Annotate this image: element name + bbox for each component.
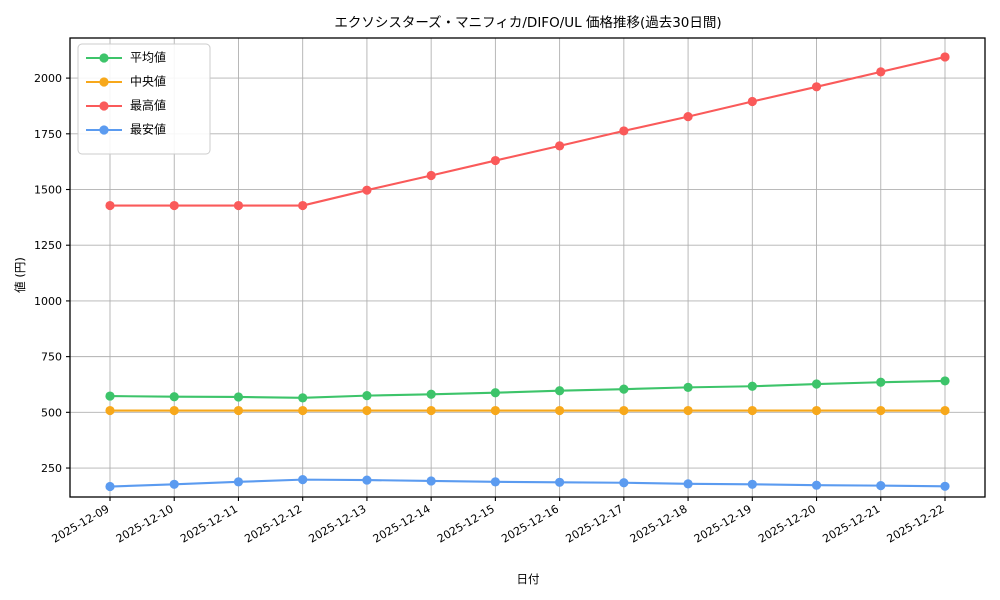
data-point[interactable]	[298, 475, 308, 485]
data-point[interactable]	[362, 405, 372, 416]
plot-frame	[69, 37, 986, 498]
data-point[interactable]	[169, 479, 179, 489]
series-4	[105, 475, 950, 492]
data-point[interactable]	[940, 376, 950, 386]
data-point[interactable]	[555, 405, 565, 416]
series-line	[108, 379, 947, 399]
data-point[interactable]	[811, 405, 822, 416]
data-point[interactable]	[426, 405, 436, 416]
data-point[interactable]	[940, 481, 950, 491]
series-line	[108, 55, 947, 207]
data-point[interactable]	[555, 141, 565, 151]
y-tick-label: 1500	[34, 184, 62, 197]
data-point[interactable]	[298, 393, 308, 403]
y-tick-label: 1750	[34, 128, 62, 141]
legend-marker-2	[99, 77, 109, 87]
data-point[interactable]	[811, 82, 822, 92]
data-point[interactable]	[876, 67, 886, 77]
legend-label-1[interactable]: 平均値	[130, 50, 166, 65]
legend-label-2[interactable]: 中央値	[130, 74, 166, 89]
legend-marker-1	[99, 53, 109, 63]
data-point[interactable]	[747, 405, 757, 416]
data-point[interactable]	[747, 479, 757, 489]
series-2	[105, 405, 950, 416]
data-point[interactable]	[426, 170, 436, 181]
data-point[interactable]	[876, 405, 886, 416]
data-point[interactable]	[683, 479, 693, 489]
data-point[interactable]	[362, 475, 372, 485]
x-axis-label: 日付	[517, 572, 540, 586]
series-line	[108, 478, 947, 488]
data-point[interactable]	[490, 477, 500, 487]
data-point[interactable]	[555, 386, 565, 396]
data-series-layer	[105, 52, 950, 492]
y-tick-label: 1000	[34, 295, 62, 308]
legend-label-3[interactable]: 最高値	[130, 98, 166, 113]
data-point[interactable]	[233, 405, 244, 416]
data-point[interactable]	[490, 155, 500, 166]
chart-title: エクソシスターズ・マニフィカ/DIFO/UL 価格推移(過去30日間)	[334, 15, 721, 31]
legend-marker-4	[99, 125, 109, 135]
data-point[interactable]	[233, 200, 244, 211]
data-point[interactable]	[362, 185, 372, 195]
data-point[interactable]	[426, 476, 436, 486]
data-point[interactable]	[683, 405, 693, 416]
data-point[interactable]	[169, 405, 179, 416]
series-1	[105, 376, 950, 403]
data-point[interactable]	[490, 405, 500, 416]
series-3	[105, 52, 950, 211]
y-axis-label: 値 (円)	[13, 257, 27, 293]
data-point[interactable]	[298, 200, 308, 211]
legend-box	[77, 43, 211, 155]
data-point[interactable]	[233, 392, 244, 402]
data-point[interactable]	[940, 52, 950, 62]
data-point[interactable]	[683, 112, 693, 122]
y-tick-label: 250	[41, 462, 62, 475]
data-point[interactable]	[298, 405, 308, 416]
data-point[interactable]	[233, 477, 244, 487]
data-point[interactable]	[426, 389, 436, 399]
data-point[interactable]	[811, 379, 822, 389]
data-point[interactable]	[362, 391, 372, 401]
data-point[interactable]	[619, 384, 629, 394]
data-point[interactable]	[105, 405, 115, 416]
y-tick-label: 750	[41, 351, 62, 364]
data-point[interactable]	[105, 481, 115, 492]
y-tick-label: 2000	[34, 72, 62, 85]
data-point[interactable]	[490, 388, 500, 398]
data-point[interactable]	[555, 477, 565, 487]
legend-label-4[interactable]: 最安値	[130, 122, 166, 137]
data-point[interactable]	[619, 126, 629, 136]
data-point[interactable]	[619, 405, 629, 416]
data-point[interactable]	[169, 200, 179, 211]
data-point[interactable]	[747, 381, 757, 391]
y-tick-label: 500	[41, 406, 62, 419]
data-point[interactable]	[811, 480, 822, 490]
data-point[interactable]	[105, 200, 115, 211]
y-tick-label: 1250	[34, 239, 62, 252]
data-point[interactable]	[105, 391, 115, 401]
data-point[interactable]	[876, 481, 886, 491]
data-point[interactable]	[683, 382, 693, 392]
data-point[interactable]	[876, 377, 886, 387]
legend-marker-3	[99, 101, 109, 111]
data-point[interactable]	[940, 405, 950, 416]
axes-spines	[69, 37, 986, 498]
data-point[interactable]	[619, 478, 629, 488]
data-point[interactable]	[169, 392, 179, 402]
data-point[interactable]	[747, 96, 757, 107]
